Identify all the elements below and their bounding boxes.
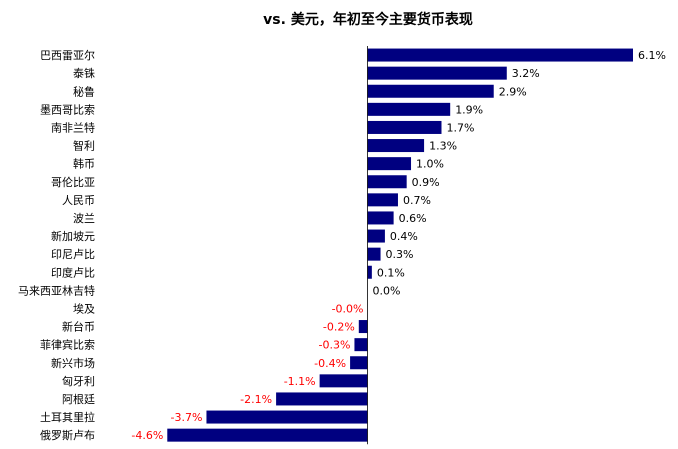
value-label: 0.4%	[390, 230, 418, 243]
bar	[367, 193, 398, 207]
value-label: 1.0%	[416, 158, 444, 171]
category-label: 波兰	[73, 212, 95, 225]
value-label: -0.3%	[319, 339, 351, 352]
bar	[354, 338, 368, 352]
bar	[358, 320, 368, 334]
value-label: 1.3%	[429, 140, 457, 153]
bar	[367, 175, 407, 189]
value-label: -0.0%	[332, 302, 364, 315]
bars-group: 巴西雷亚尔 6.1% 泰铢 3.2% 秘鲁 2.9% 墨西哥比索 1.9% 南非兰特 1.7% 智利…	[18, 48, 666, 442]
value-label: 1.7%	[446, 121, 474, 134]
category-label: 智利	[73, 139, 95, 153]
bar	[167, 428, 368, 442]
bar	[367, 102, 451, 116]
category-label: 马来西亚林吉特	[18, 283, 95, 297]
bar	[367, 48, 633, 62]
category-label: 新兴市场	[51, 356, 95, 370]
value-label: 3.2%	[512, 67, 540, 80]
category-label: 南非兰特	[51, 120, 95, 134]
category-label: 匈牙利	[62, 374, 95, 388]
value-label: -3.7%	[171, 411, 203, 424]
bar	[367, 211, 394, 225]
value-label: 1.9%	[455, 103, 483, 116]
value-label: 0.1%	[377, 266, 405, 279]
value-label: -4.6%	[131, 429, 163, 442]
category-label: 巴西雷亚尔	[40, 49, 95, 62]
category-label: 韩币	[73, 157, 95, 171]
value-label: -2.1%	[240, 393, 272, 406]
category-label: 人民币	[62, 194, 95, 207]
bar	[367, 84, 494, 98]
category-label: 新台币	[62, 320, 95, 334]
bar	[206, 410, 368, 424]
category-label: 土耳其里拉	[40, 410, 95, 424]
category-label: 菲律宾比索	[40, 338, 95, 352]
value-label: 0.0%	[373, 284, 401, 297]
value-label: -1.1%	[284, 375, 316, 388]
value-label: 0.9%	[412, 176, 440, 189]
value-label: 0.3%	[386, 248, 414, 261]
bar	[367, 265, 372, 279]
value-label: -0.4%	[314, 357, 346, 370]
bar	[276, 392, 368, 406]
value-label: 2.9%	[499, 85, 527, 98]
bar	[367, 157, 412, 171]
category-label: 印度卢比	[51, 265, 95, 279]
value-label: -0.2%	[323, 321, 355, 334]
category-label: 阿根廷	[62, 392, 95, 406]
value-label: 6.1%	[638, 49, 666, 62]
category-label: 埃及	[73, 301, 95, 315]
value-label: 0.7%	[403, 194, 431, 207]
bar	[367, 247, 381, 261]
bar	[367, 229, 385, 243]
bar	[367, 120, 442, 134]
chart-title: vs. 美元，年初至今主要货币表现	[263, 11, 473, 28]
bar	[367, 139, 425, 153]
category-label: 泰铢	[73, 66, 95, 80]
bar	[350, 356, 368, 370]
bar	[367, 66, 507, 80]
category-label: 印尼卢比	[51, 248, 95, 261]
category-label: 新加坡元	[51, 229, 95, 243]
category-label: 俄罗斯卢布	[40, 429, 95, 442]
value-label: 0.6%	[399, 212, 427, 225]
category-label: 秘鲁	[73, 84, 95, 98]
category-label: 墨西哥比索	[40, 102, 95, 116]
bar	[319, 374, 368, 388]
category-label: 哥伦比亚	[51, 175, 95, 189]
